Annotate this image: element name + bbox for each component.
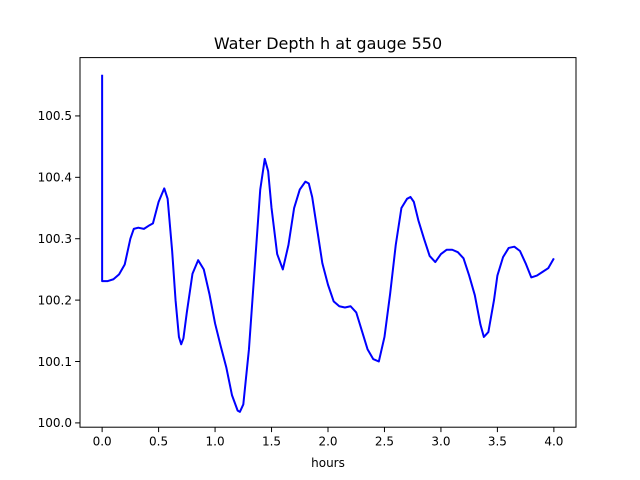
x-tick-label: 3.0: [431, 435, 450, 449]
plot-layer: [101, 74, 555, 413]
chart-title: Water Depth h at gauge 550: [214, 34, 442, 53]
x-tick-label: 4.0: [544, 435, 563, 449]
y-tick-label: 100.3: [38, 232, 72, 246]
y-tick-label: 100.5: [38, 109, 72, 123]
y-tick-label: 100.1: [38, 355, 72, 369]
x-tick-label: 2.5: [375, 435, 394, 449]
x-axis-label: hours: [311, 456, 345, 470]
x-tick-label: 0.0: [93, 435, 112, 449]
y-axis: 100.0 100.1 100.2 100.3 100.4 100.5: [38, 109, 80, 430]
x-tick-label: 3.5: [488, 435, 507, 449]
x-axis: 0.0 0.5 1.0 1.5 2.0 2.5 3.0 3.5 4.0: [93, 427, 563, 449]
x-tick-label: 1.5: [262, 435, 281, 449]
y-tick-label: 100.0: [38, 416, 72, 430]
y-tick-label: 100.2: [38, 293, 72, 307]
x-tick-label: 1.0: [206, 435, 225, 449]
series-line-0: [101, 74, 555, 413]
x-tick-label: 2.0: [318, 435, 337, 449]
y-tick-label: 100.4: [38, 171, 72, 185]
x-tick-label: 0.5: [149, 435, 168, 449]
